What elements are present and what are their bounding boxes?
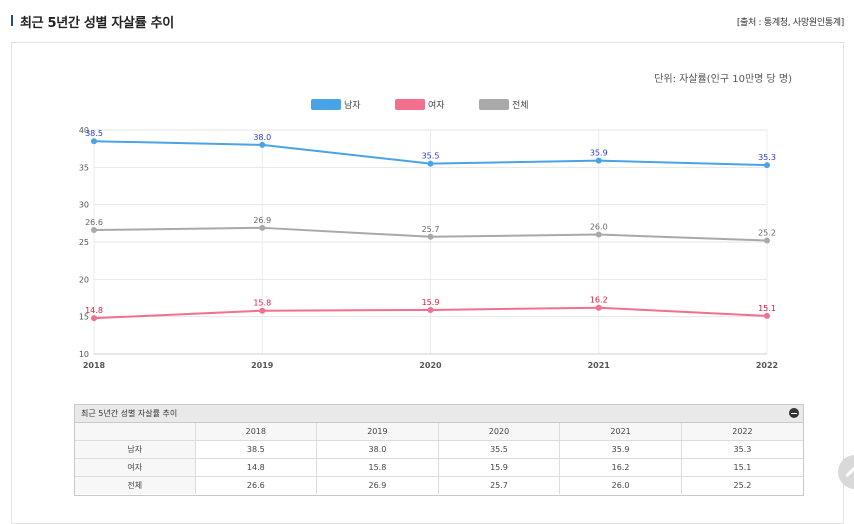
data-point xyxy=(427,306,434,313)
unit-label: 단위: 자살률(인구 10만명 당 명) xyxy=(654,74,792,85)
y-tick-label: 40 xyxy=(79,126,89,135)
data-label: 38.0 xyxy=(253,133,271,142)
table-cell: 16.2 xyxy=(559,458,682,477)
data-point xyxy=(259,141,266,148)
table-col-header: 2022 xyxy=(681,423,803,441)
data-table-panel: 최근 5년간 성별 자살률 추이 2018 2019 2020 2021 202… xyxy=(74,404,804,496)
data-point xyxy=(764,162,770,169)
data-label: 35.5 xyxy=(422,152,440,161)
table-cell: 38.5 xyxy=(195,440,318,459)
y-tick-label: 30 xyxy=(79,201,89,210)
page-header: 최근 5년간 성별 자살률 추이 [출처 : 통계청, 사망원인통계] xyxy=(0,0,854,40)
data-label: 15.9 xyxy=(422,298,440,307)
data-table-header: 최근 5년간 성별 자살률 추이 xyxy=(75,405,803,423)
table-col-header: 2018 xyxy=(195,423,318,441)
table-row: 여자 14.8 15.8 15.9 16.2 15.1 xyxy=(75,458,803,477)
legend-swatch xyxy=(311,99,341,110)
legend-label: 전체 xyxy=(512,100,529,111)
data-point xyxy=(91,138,97,145)
table-cell: 25.7 xyxy=(438,476,561,494)
data-point xyxy=(764,237,770,244)
x-tick-label: 2021 xyxy=(588,361,611,370)
data-table: 2018 2019 2020 2021 2022 남자 38.5 38.0 35… xyxy=(75,423,803,494)
collapse-icon[interactable] xyxy=(789,408,799,418)
data-point xyxy=(427,233,434,240)
table-cell: 26.9 xyxy=(316,476,439,494)
data-label: 25.2 xyxy=(758,229,776,238)
legend-label: 여자 xyxy=(428,99,445,111)
row-label: 여자 xyxy=(75,458,196,477)
data-label: 35.9 xyxy=(590,149,608,158)
data-label: 14.8 xyxy=(85,306,103,315)
data-label: 26.6 xyxy=(85,218,103,227)
data-label: 16.2 xyxy=(590,296,608,305)
table-cell: 35.3 xyxy=(681,440,803,459)
data-label: 26.9 xyxy=(253,216,271,225)
x-tick-label: 2022 xyxy=(756,361,778,370)
line-chart: 10 15 20 25 30 35 40 2018 2019 2020 2021 2022 남자 여자 전체… xyxy=(79,99,778,370)
source-note: [출처 : 통계청, 사망원인통계] xyxy=(736,18,844,28)
data-label: 35.3 xyxy=(758,153,776,162)
data-label: 15.1 xyxy=(758,304,776,313)
data-point xyxy=(595,304,602,311)
x-tick-label: 2019 xyxy=(251,361,274,370)
title-accent-bar xyxy=(11,15,13,26)
data-point xyxy=(764,312,770,319)
data-point xyxy=(91,227,97,234)
table-cell: 25.2 xyxy=(733,481,752,490)
table-col-header xyxy=(75,423,196,441)
row-label: 전체 xyxy=(75,476,196,494)
table-cell: 15.8 xyxy=(316,458,439,477)
y-tick-label: 20 xyxy=(79,275,89,284)
row-label: 남자 xyxy=(75,440,196,459)
x-tick-label: 2020 xyxy=(419,361,442,370)
table-cell: 15.1 xyxy=(681,458,803,477)
table-cell: 15.9 xyxy=(438,458,561,477)
data-label: 26.0 xyxy=(590,223,608,232)
y-tick-label: 35 xyxy=(79,163,89,172)
data-point xyxy=(259,224,266,231)
data-point xyxy=(259,307,266,314)
data-label: 38.5 xyxy=(85,129,103,138)
table-row: 전체 26.6 26.9 25.7 26.0 25.2 xyxy=(75,476,803,494)
data-point xyxy=(595,231,602,238)
page-title: 최근 5년간 성별 자살률 추이 xyxy=(20,16,174,31)
data-table-title: 최근 5년간 성별 자살률 추이 xyxy=(81,409,178,418)
table-cell: 26.0 xyxy=(559,476,682,494)
table-cell: 26.6 xyxy=(195,476,318,494)
x-tick-label: 2018 xyxy=(83,361,106,370)
table-col-header: 2019 xyxy=(316,423,439,441)
table-cell: 38.0 xyxy=(316,440,439,459)
data-label: 25.7 xyxy=(422,225,440,234)
table-header-row: 2018 2019 2020 2021 2022 xyxy=(75,423,803,441)
data-point xyxy=(427,160,434,167)
table-cell: 35.9 xyxy=(559,440,682,459)
table-col-header: 2020 xyxy=(438,423,561,441)
table-col-header: 2021 xyxy=(559,423,682,441)
table-cell: 35.5 xyxy=(438,440,561,459)
legend-swatch xyxy=(479,99,509,110)
data-point xyxy=(91,315,97,322)
legend-swatch xyxy=(395,99,425,110)
scroll-top-button[interactable] xyxy=(838,455,854,489)
data-label: 15.8 xyxy=(253,299,271,308)
legend-label: 남자 xyxy=(344,100,361,111)
y-tick-label: 25 xyxy=(79,238,89,247)
data-point xyxy=(595,157,602,164)
table-row: 남자 38.5 38.0 35.5 35.9 35.3 xyxy=(75,440,803,459)
table-cell: 14.8 xyxy=(195,458,318,477)
y-tick-label: 10 xyxy=(79,350,89,359)
y-tick-label: 15 xyxy=(79,313,89,322)
